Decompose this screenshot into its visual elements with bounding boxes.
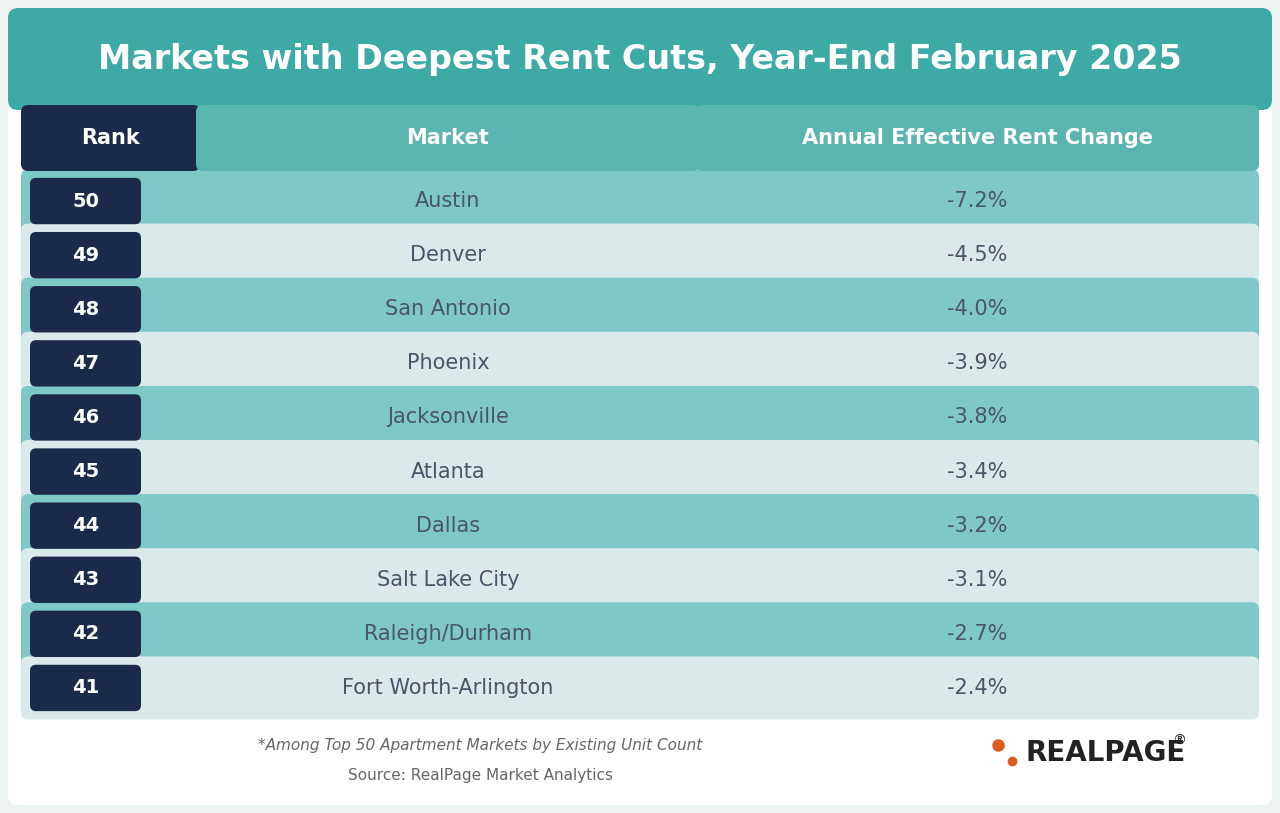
FancyBboxPatch shape (20, 440, 1260, 503)
Text: Jacksonville: Jacksonville (387, 407, 509, 428)
FancyBboxPatch shape (20, 602, 1260, 665)
FancyBboxPatch shape (8, 8, 1272, 805)
Text: -3.8%: -3.8% (947, 407, 1007, 428)
FancyBboxPatch shape (20, 169, 1260, 233)
Text: 43: 43 (72, 570, 99, 589)
Text: ®: ® (1172, 734, 1185, 748)
Text: Market: Market (407, 128, 489, 148)
Text: 42: 42 (72, 624, 99, 643)
FancyBboxPatch shape (696, 105, 1260, 171)
FancyBboxPatch shape (29, 557, 141, 603)
Text: -3.2%: -3.2% (947, 515, 1007, 536)
FancyBboxPatch shape (20, 386, 1260, 449)
Text: 48: 48 (72, 300, 99, 319)
FancyBboxPatch shape (29, 448, 141, 495)
FancyBboxPatch shape (29, 394, 141, 441)
Text: 49: 49 (72, 246, 99, 265)
Text: Denver: Denver (410, 246, 486, 265)
Text: Phoenix: Phoenix (407, 354, 489, 373)
Text: Dallas: Dallas (416, 515, 480, 536)
Text: 47: 47 (72, 354, 99, 373)
FancyBboxPatch shape (20, 494, 1260, 557)
Text: 41: 41 (72, 679, 99, 698)
Text: REALPAGE: REALPAGE (1025, 739, 1185, 767)
FancyBboxPatch shape (20, 332, 1260, 395)
Text: -3.9%: -3.9% (947, 354, 1007, 373)
Text: Annual Effective Rent Change: Annual Effective Rent Change (803, 128, 1153, 148)
Text: Rank: Rank (81, 128, 140, 148)
FancyBboxPatch shape (20, 224, 1260, 287)
Text: San Antonio: San Antonio (385, 299, 511, 320)
Text: Salt Lake City: Salt Lake City (376, 570, 520, 589)
FancyBboxPatch shape (20, 105, 200, 171)
Text: -3.4%: -3.4% (947, 462, 1007, 481)
FancyBboxPatch shape (20, 278, 1260, 341)
FancyBboxPatch shape (29, 611, 141, 657)
FancyBboxPatch shape (29, 178, 141, 224)
Text: 46: 46 (72, 408, 99, 427)
Text: 44: 44 (72, 516, 99, 535)
Text: -4.0%: -4.0% (947, 299, 1007, 320)
FancyBboxPatch shape (29, 340, 141, 386)
Text: -4.5%: -4.5% (947, 246, 1007, 265)
Text: -7.2%: -7.2% (947, 191, 1007, 211)
Text: *Among Top 50 Apartment Markets by Existing Unit Count: *Among Top 50 Apartment Markets by Exist… (257, 738, 703, 753)
Text: Source: RealPage Market Analytics: Source: RealPage Market Analytics (347, 767, 613, 782)
Text: Atlanta: Atlanta (411, 462, 485, 481)
Text: -3.1%: -3.1% (947, 570, 1007, 589)
FancyBboxPatch shape (8, 8, 1272, 110)
FancyBboxPatch shape (29, 502, 141, 549)
Text: Markets with Deepest Rent Cuts, Year-End February 2025: Markets with Deepest Rent Cuts, Year-End… (99, 42, 1181, 76)
FancyBboxPatch shape (20, 548, 1260, 611)
FancyBboxPatch shape (196, 105, 700, 171)
FancyBboxPatch shape (29, 286, 141, 333)
Text: 50: 50 (72, 192, 99, 211)
FancyBboxPatch shape (29, 232, 141, 278)
Text: Austin: Austin (415, 191, 481, 211)
FancyBboxPatch shape (20, 656, 1260, 720)
Text: -2.7%: -2.7% (947, 624, 1007, 644)
Text: Raleigh/Durham: Raleigh/Durham (364, 624, 532, 644)
Text: -2.4%: -2.4% (947, 678, 1007, 698)
Text: Fort Worth-Arlington: Fort Worth-Arlington (342, 678, 554, 698)
FancyBboxPatch shape (29, 665, 141, 711)
Text: 45: 45 (72, 462, 99, 481)
